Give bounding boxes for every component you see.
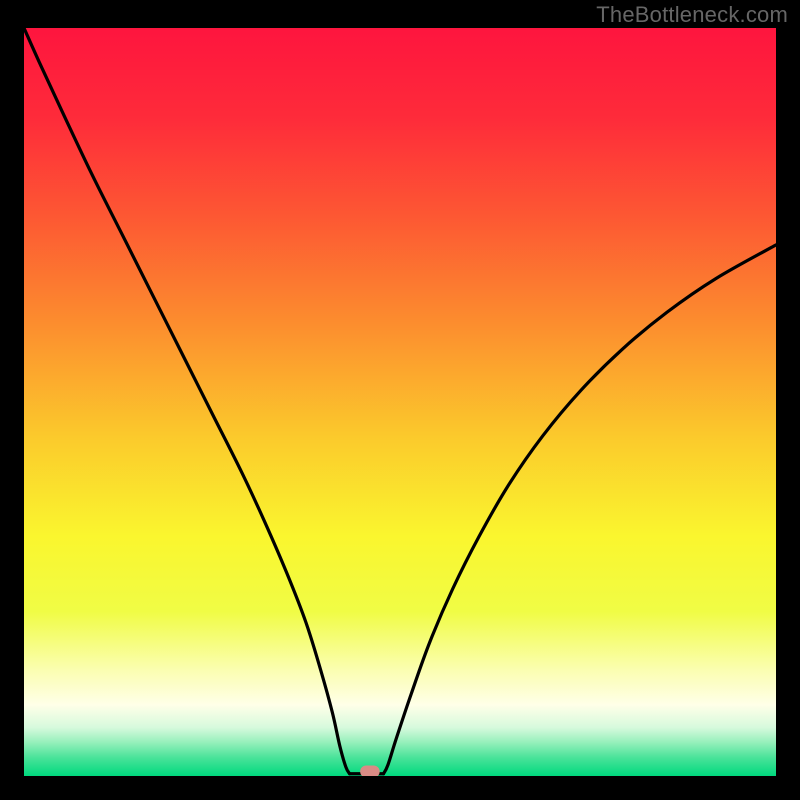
bottleneck-plot [0,0,800,800]
chart-container: TheBottleneck.com [0,0,800,800]
plot-background [24,28,776,776]
bottleneck-marker [360,766,380,778]
watermark-label: TheBottleneck.com [596,2,788,28]
